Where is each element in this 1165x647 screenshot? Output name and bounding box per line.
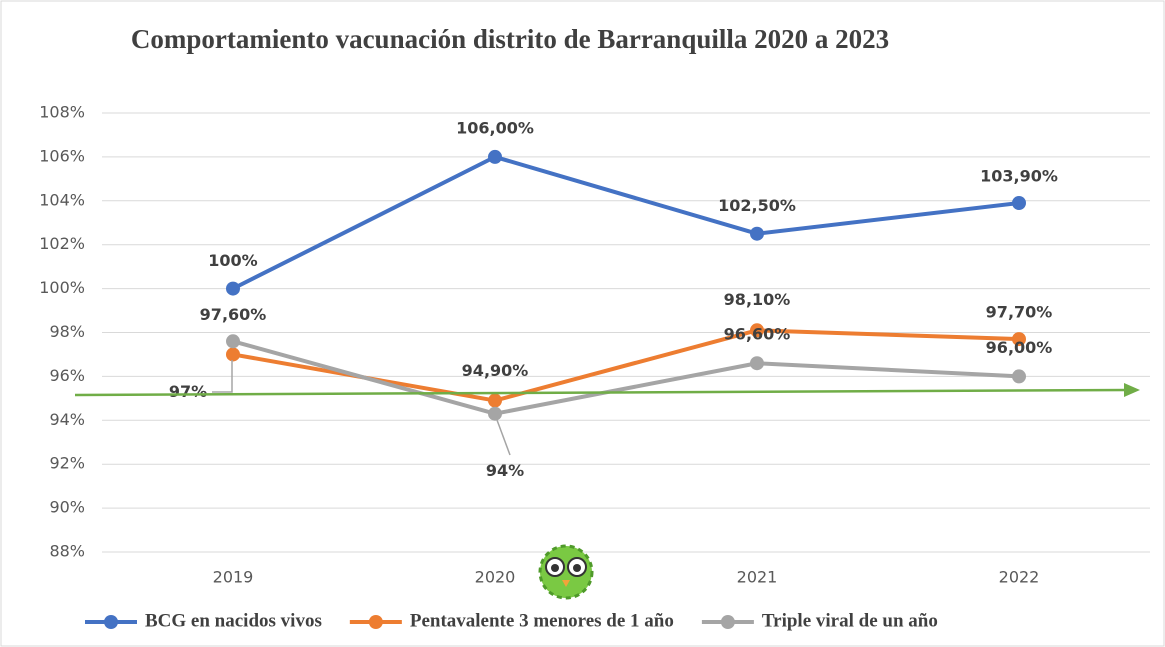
point xyxy=(750,227,764,241)
point xyxy=(488,407,502,421)
page: 88% 90% 92% 94% 96% 98% 100% 102% 104% 106% 108% 20… xyxy=(0,0,1165,647)
data-label: 102,50% xyxy=(718,196,796,215)
y-tick-label: 92% xyxy=(49,454,85,473)
data-label: 96,60% xyxy=(724,325,791,344)
y-tick-label: 104% xyxy=(39,190,85,209)
data-label: 94% xyxy=(486,461,524,480)
y-tick-label: 96% xyxy=(49,366,85,385)
data-label: 96,00% xyxy=(986,338,1053,357)
y-tick-label: 100% xyxy=(39,278,85,297)
data-label: 97,70% xyxy=(986,303,1053,322)
chart: 88% 90% 92% 94% 96% 98% 100% 102% 104% 106% 108% 20… xyxy=(0,0,1165,647)
y-tick-label: 98% xyxy=(49,322,85,341)
y-tick-label: 102% xyxy=(39,234,85,253)
data-label: 100% xyxy=(208,251,257,270)
x-tick-label: 2020 xyxy=(475,568,516,587)
point xyxy=(226,282,240,296)
legend-label: Triple viral de un año xyxy=(762,610,938,631)
y-tick-label: 108% xyxy=(39,103,85,122)
point xyxy=(488,150,502,164)
data-label: 106,00% xyxy=(456,118,534,137)
data-label: 98,10% xyxy=(724,290,791,309)
legend-label: Pentavalente 3 menores de 1 año xyxy=(410,610,674,631)
x-tick-label: 2021 xyxy=(737,568,778,587)
legend-label: BCG en nacidos vivos xyxy=(145,610,322,631)
y-tick-label: 106% xyxy=(39,146,85,165)
legend: BCG en nacidos vivos Pentavalente 3 menor… xyxy=(85,610,938,631)
data-label: 94,90% xyxy=(462,361,529,380)
point xyxy=(750,356,764,370)
y-tick-label: 90% xyxy=(49,498,85,517)
legend-marker xyxy=(369,615,383,629)
data-label: 97,60% xyxy=(200,305,267,324)
chart-border xyxy=(1,1,1164,646)
point xyxy=(488,394,502,408)
owl-pupil xyxy=(573,564,581,572)
y-tick-label: 94% xyxy=(49,410,85,429)
data-label: 103,90% xyxy=(980,166,1058,185)
chart-title: Comportamiento vacunación distrito de Ba… xyxy=(60,22,960,56)
y-tick-label: 88% xyxy=(49,542,85,561)
legend-marker xyxy=(104,615,118,629)
data-label: 97% xyxy=(169,382,207,401)
point xyxy=(1012,196,1026,210)
point xyxy=(226,334,240,348)
owl-pupil xyxy=(551,564,559,572)
x-tick-label: 2022 xyxy=(999,568,1040,587)
point xyxy=(1012,369,1026,383)
legend-marker xyxy=(721,615,735,629)
owl-icon xyxy=(540,546,592,598)
x-tick-label: 2019 xyxy=(213,568,254,587)
point xyxy=(226,347,240,361)
